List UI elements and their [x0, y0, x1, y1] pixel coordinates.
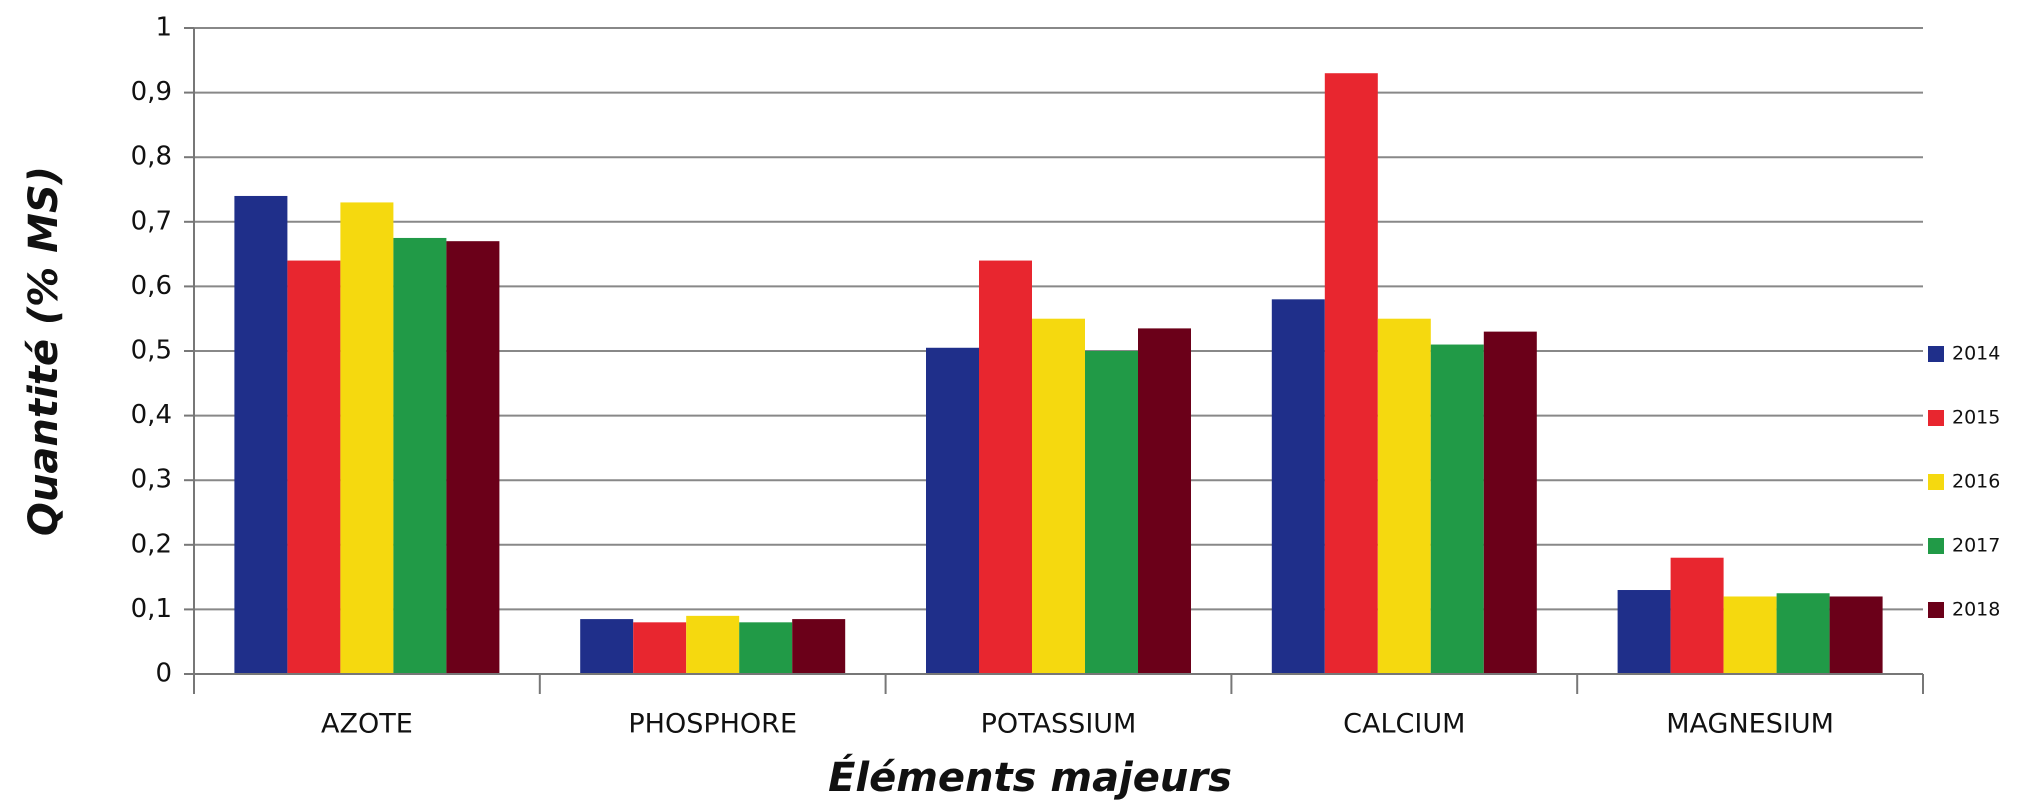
bar [580, 619, 634, 674]
y-tick-label: 0,6 [131, 271, 172, 301]
bar [979, 260, 1032, 674]
legend-label: 2016 [1952, 471, 2000, 493]
legend-label: 2018 [1952, 599, 2000, 621]
bar [287, 260, 341, 674]
bar [340, 202, 394, 675]
y-tick-label: 0,8 [131, 142, 172, 172]
bar [1377, 318, 1431, 674]
bar [234, 195, 288, 674]
bar [1032, 318, 1085, 674]
bar [1670, 557, 1724, 674]
y-axis-title: Quantité (% MS) [21, 166, 67, 536]
bar [1271, 299, 1325, 674]
bar [1723, 596, 1777, 674]
x-tick-label: PHOSPHORE [628, 709, 797, 740]
legend-swatch [1928, 602, 1944, 618]
y-tick-label: 0,7 [131, 206, 172, 236]
y-tick-label: 0 [155, 659, 172, 689]
bar [686, 615, 740, 674]
x-axis-title: Éléments majeurs [828, 753, 1232, 801]
legend-swatch [1928, 346, 1944, 362]
x-tick-label: AZOTE [321, 709, 413, 740]
bar [633, 622, 687, 674]
bar [1430, 344, 1484, 674]
legend-swatch [1928, 410, 1944, 426]
bar [739, 622, 793, 674]
y-tick-label: 0,5 [131, 336, 172, 366]
bar [393, 237, 447, 674]
y-tick-label: 1 [155, 13, 172, 43]
x-tick-label: MAGNESIUM [1666, 709, 1834, 740]
y-tick-label: 0,3 [131, 465, 172, 495]
bar [1138, 328, 1191, 674]
y-tick-label: 0,4 [131, 400, 172, 430]
bar [1776, 593, 1830, 674]
legend-label: 2015 [1952, 407, 2000, 429]
bar [1617, 590, 1671, 674]
y-tick-label: 0,2 [131, 529, 172, 559]
legend-label: 2017 [1952, 535, 2000, 557]
legend-label: 2014 [1952, 343, 2000, 365]
bar [792, 619, 846, 674]
bar [1829, 596, 1883, 674]
bar [1324, 73, 1378, 675]
y-tick-label: 0,1 [131, 594, 172, 624]
legend-swatch [1928, 474, 1944, 490]
bar [1483, 331, 1537, 674]
y-tick-label: 0,9 [131, 77, 172, 107]
bar [446, 241, 500, 674]
bar [1085, 351, 1138, 674]
legend-swatch [1928, 538, 1944, 554]
x-tick-label: CALCIUM [1343, 709, 1465, 740]
x-tick-label: POTASSIUM [981, 709, 1137, 740]
bar [926, 347, 979, 674]
